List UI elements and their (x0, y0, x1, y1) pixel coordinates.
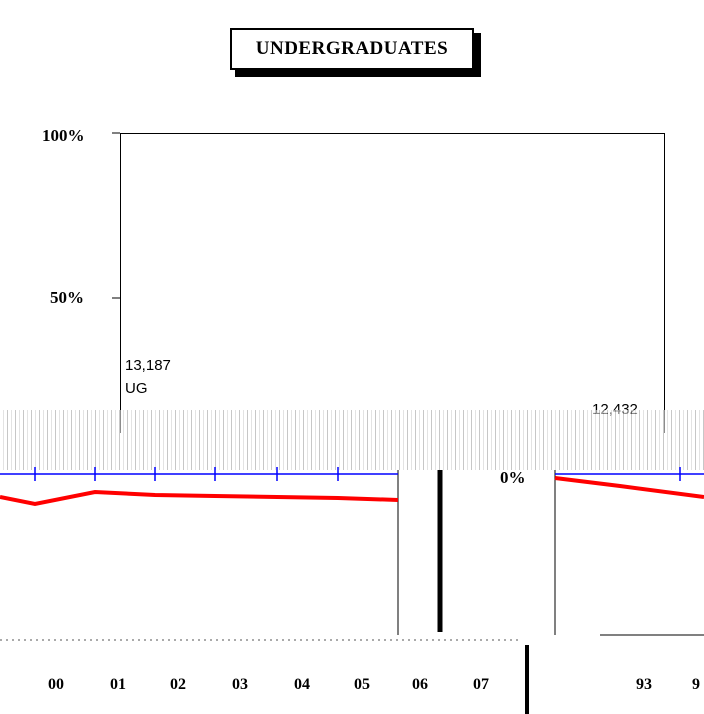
annotation-start-label: UG (125, 380, 148, 397)
x-tick-label-94: 9 (692, 676, 700, 693)
x-tick-label-04: 04 (294, 676, 310, 693)
series-red-line-left (0, 489, 399, 507)
y-tick-label-50: 50% (50, 288, 84, 307)
x-tick-label-06: 06 (412, 676, 428, 693)
x-tick-label-02: 02 (170, 676, 186, 693)
x-tick-label-03: 03 (232, 676, 248, 693)
x-tick-label-00: 00 (48, 676, 64, 693)
rendering-artifact-band (0, 410, 704, 470)
series-red-line-right (554, 476, 704, 499)
chart-title: UNDERGRADUATES (230, 28, 474, 70)
x-tick-label-05: 05 (354, 676, 370, 693)
x-tick-label-07: 07 (473, 676, 489, 693)
annotation-start-value: 13,187 (125, 357, 171, 374)
y-tick-label-0: 0% (500, 468, 526, 487)
y-tick-label-100: 100% (42, 126, 85, 145)
x-tick-label-93: 93 (636, 676, 652, 693)
x-tick-label-01: 01 (110, 676, 126, 693)
plot-frame (120, 133, 665, 433)
